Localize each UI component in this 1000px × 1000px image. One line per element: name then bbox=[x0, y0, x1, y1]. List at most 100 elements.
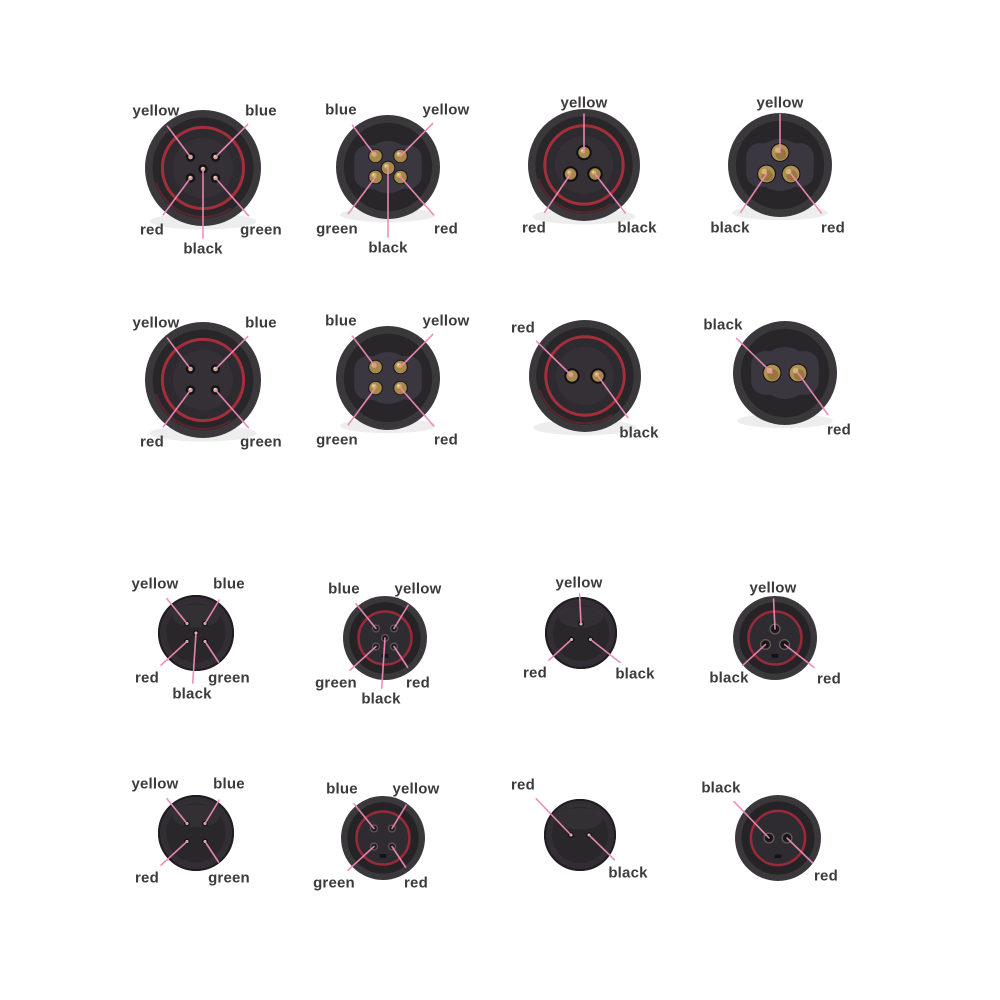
leader-line bbox=[347, 176, 377, 215]
leader-line bbox=[399, 122, 434, 157]
pin-label-green: green bbox=[240, 433, 282, 451]
leader-line bbox=[783, 643, 815, 669]
pin-insert bbox=[555, 346, 615, 406]
leader-line bbox=[391, 804, 407, 830]
connector-r3c3-3-pin-connector-small-plain bbox=[545, 593, 621, 669]
leader-line bbox=[162, 177, 192, 216]
connector-r1c4-3-pin-female-connector-large bbox=[728, 113, 832, 221]
key-notch bbox=[381, 653, 389, 658]
pin-label-black: black bbox=[172, 685, 212, 703]
red-seal-arc bbox=[152, 329, 254, 431]
pin-label-yellow: yellow bbox=[131, 775, 179, 793]
pin-label-red: red bbox=[135, 669, 159, 687]
leader-line bbox=[399, 176, 435, 216]
connector-r3c2-5-pin-connector-small-ring bbox=[343, 596, 427, 689]
pin-label-red: red bbox=[522, 219, 546, 237]
connector-rim bbox=[158, 595, 234, 671]
leader-line bbox=[786, 837, 814, 864]
leader-line bbox=[797, 372, 829, 416]
leader-line bbox=[214, 177, 250, 217]
connector-r4c4-2-pin-connector-small-ring bbox=[733, 795, 821, 881]
red-ring bbox=[749, 809, 807, 867]
connector-r4c3-2-pin-connector-small-plain bbox=[535, 797, 616, 871]
pin-label-green: green bbox=[208, 669, 250, 687]
pin-label-black: black bbox=[615, 665, 655, 683]
pin-label-green: green bbox=[240, 221, 282, 239]
pin-label-yellow: yellow bbox=[422, 101, 470, 119]
leader-line bbox=[772, 598, 776, 630]
pin-insert bbox=[551, 806, 609, 864]
pin-label-blue: blue bbox=[325, 101, 357, 119]
leader-line bbox=[351, 124, 377, 157]
connector-r3c4-3-pin-connector-small-ring bbox=[733, 596, 817, 680]
leader-line bbox=[790, 173, 823, 214]
pin-label-yellow: yellow bbox=[555, 574, 603, 592]
leader-line bbox=[380, 637, 386, 689]
pin-label-blue: blue bbox=[328, 580, 360, 598]
pin-label-red: red bbox=[135, 869, 159, 887]
pin-label-yellow: yellow bbox=[392, 780, 440, 798]
connector-rim bbox=[158, 795, 234, 871]
leader-line bbox=[204, 799, 220, 825]
connector-r2c4-2-pin-female-connector-large bbox=[733, 321, 837, 429]
leader-line bbox=[742, 643, 767, 666]
leader-line bbox=[160, 640, 188, 666]
pin-label-black: black bbox=[709, 669, 749, 687]
connector-rim bbox=[544, 799, 616, 871]
pin-label-green: green bbox=[316, 431, 358, 449]
pin-label-red: red bbox=[523, 664, 547, 682]
leader-line bbox=[191, 632, 197, 684]
connector-r1c3-3-pin-male-connector-large bbox=[528, 109, 640, 225]
leader-line bbox=[588, 834, 616, 861]
pin-label-green: green bbox=[208, 869, 250, 887]
pin-label-red: red bbox=[814, 867, 838, 885]
leader-line bbox=[204, 599, 220, 625]
pin-label-red: red bbox=[140, 221, 164, 239]
leader-line bbox=[214, 335, 249, 370]
leader-line bbox=[160, 840, 188, 866]
connector-r1c2-5-pin-female-connector-large bbox=[336, 115, 440, 238]
gloss-highlight bbox=[172, 804, 220, 828]
pin-label-black: black bbox=[701, 779, 741, 797]
pin-label-black: black bbox=[368, 239, 408, 257]
connector-r4c1-4-pin-connector-small-plain bbox=[158, 795, 234, 871]
leader-line bbox=[349, 645, 377, 671]
leader-line bbox=[166, 797, 188, 825]
pin-label-yellow: yellow bbox=[394, 580, 442, 598]
pin-label-red: red bbox=[827, 421, 851, 439]
pin-label-blue: blue bbox=[245, 102, 277, 120]
gloss-highlight bbox=[172, 604, 220, 628]
pin-label-yellow: yellow bbox=[132, 314, 180, 332]
leader-line bbox=[535, 340, 573, 377]
pin-label-blue: blue bbox=[325, 312, 357, 330]
key-notch bbox=[771, 653, 779, 658]
connector-r2c3-2-pin-male-connector-large bbox=[529, 320, 641, 436]
leader-line bbox=[393, 604, 409, 630]
pin-label-black: black bbox=[617, 219, 657, 237]
pin-label-blue: blue bbox=[326, 780, 358, 798]
leader-line bbox=[204, 640, 220, 663]
leader-line bbox=[399, 333, 434, 368]
pin-label-green: green bbox=[313, 874, 355, 892]
pin-insert-center bbox=[759, 347, 811, 399]
pin-label-black: black bbox=[608, 864, 648, 882]
leader-line bbox=[166, 597, 188, 625]
pin-insert bbox=[552, 604, 610, 662]
pin-label-red: red bbox=[821, 219, 845, 237]
pin-label-green: green bbox=[316, 220, 358, 238]
pin-label-blue: blue bbox=[213, 775, 245, 793]
pin-label-yellow: yellow bbox=[560, 94, 608, 112]
leader-line bbox=[391, 845, 407, 868]
red-ring bbox=[747, 610, 803, 666]
pin-label-red: red bbox=[434, 431, 458, 449]
pin-label-blue: blue bbox=[245, 314, 277, 332]
pin-label-yellow: yellow bbox=[756, 94, 804, 112]
leader-line bbox=[351, 335, 377, 368]
pin-label-black: black bbox=[183, 240, 223, 258]
leader-line bbox=[162, 389, 192, 428]
leader-line bbox=[353, 802, 375, 830]
leader-line bbox=[214, 389, 250, 429]
leader-line bbox=[543, 173, 572, 214]
pin-label-red: red bbox=[511, 319, 535, 337]
leader-line bbox=[589, 638, 621, 664]
